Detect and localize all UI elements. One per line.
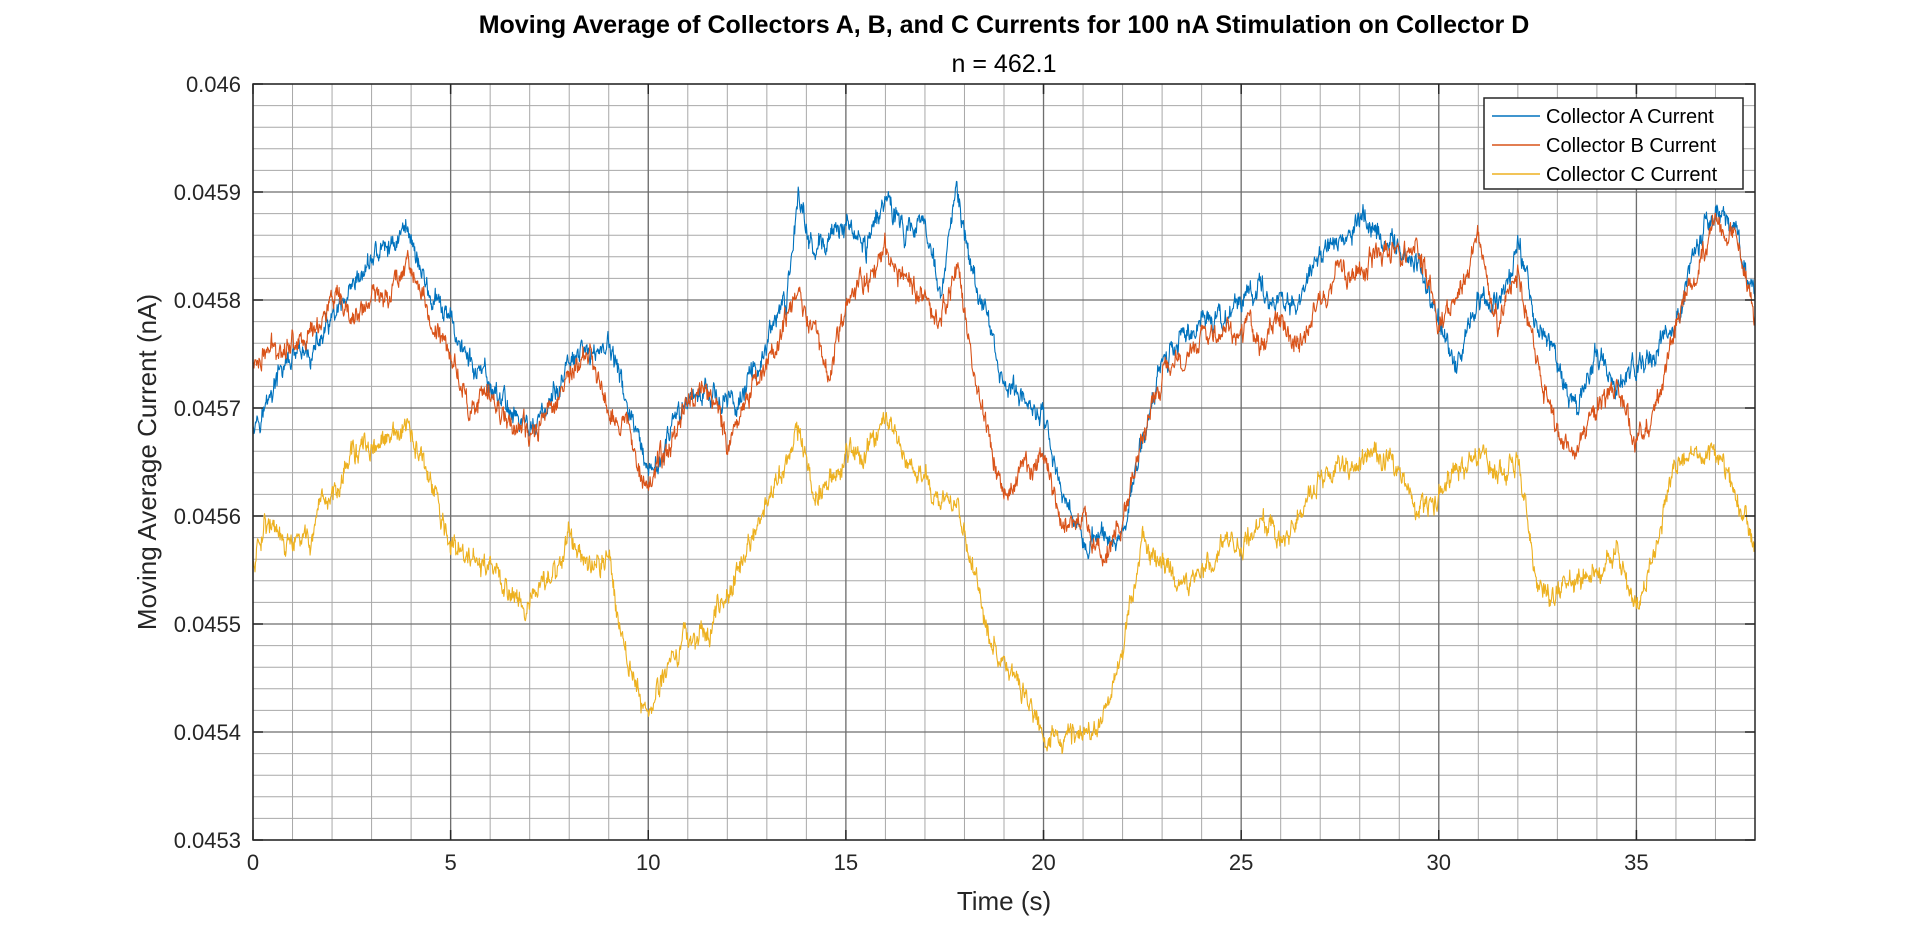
y-tick-label: 0.0455: [174, 612, 241, 637]
series-line-collector-c: [252, 411, 1756, 755]
y-tick-label: 0.046: [186, 72, 241, 97]
x-tick-label: 15: [834, 850, 858, 875]
legend-label-collector-a: Collector A Current: [1546, 106, 1714, 128]
y-axis-ticks: 0.0453 0.0454 0.0455 0.0456 0.0457 0.0458 0.04…: [174, 72, 1755, 853]
x-tick-label: 20: [1031, 850, 1055, 875]
y-tick-label: 0.0454: [174, 720, 241, 745]
y-tick-label: 0.0456: [174, 504, 241, 529]
x-tick-label: 10: [636, 850, 660, 875]
legend-label-collector-b: Collector B Current: [1546, 135, 1717, 157]
series-line-collector-a: [252, 180, 1756, 560]
x-tick-label: 35: [1624, 850, 1648, 875]
chart-subtitle: n = 462.1: [952, 50, 1057, 78]
x-tick-label: 25: [1229, 850, 1253, 875]
plot-frame: [252, 83, 1756, 841]
x-tick-label: 0: [247, 850, 259, 875]
series-layer: [252, 180, 1756, 755]
legend-label-collector-c: Collector C Current: [1546, 164, 1718, 186]
chart-title: Moving Average of Collectors A, B, and C…: [479, 11, 1530, 39]
y-axis-label: Moving Average Current (nA): [132, 294, 162, 630]
y-tick-label: 0.0459: [174, 180, 241, 205]
x-axis-label: Time (s): [957, 886, 1051, 916]
y-tick-label: 0.0453: [174, 828, 241, 853]
x-tick-label: 30: [1427, 850, 1451, 875]
x-tick-label: 5: [445, 850, 457, 875]
series-line-collector-b: [252, 212, 1756, 567]
legend: Collector A Current Collector B Current …: [1483, 97, 1744, 190]
x-axis-ticks: 0 5 10 15 20 25 30 35: [247, 84, 1649, 875]
y-tick-label: 0.0457: [174, 396, 241, 421]
y-tick-label: 0.0458: [174, 288, 241, 313]
